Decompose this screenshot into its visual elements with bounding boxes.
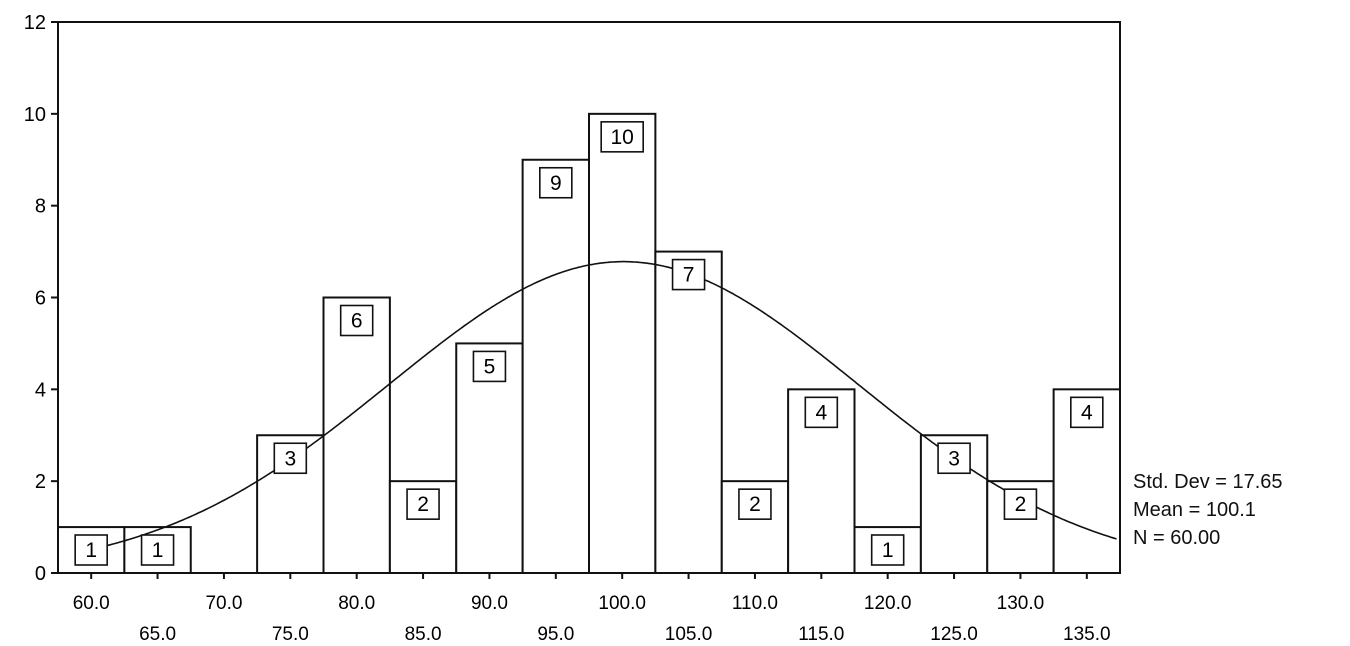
y-tick-label: 4	[35, 379, 46, 401]
bar-label-box	[74, 534, 108, 566]
histogram-bar	[322, 296, 391, 574]
bar-value-label: 7	[683, 264, 695, 287]
bar-value-label: 5	[484, 355, 496, 378]
bar-value-label: 3	[948, 447, 960, 470]
bar-label-box	[937, 442, 971, 475]
bar-label-box	[1003, 488, 1038, 520]
x-tick-label: 130.0	[997, 593, 1045, 614]
bar-value-label: 3	[284, 447, 296, 470]
x-tick-label: 120.0	[864, 593, 912, 614]
x-tick-label: 85.0	[405, 624, 442, 645]
bar-value-label: 6	[351, 310, 363, 333]
stats-box: Std. Dev = 17.65 Mean = 100.1 N = 60.00	[1133, 468, 1283, 552]
mean-text: Mean = 100.1	[1133, 499, 1256, 521]
bar-value-label: 1	[882, 539, 894, 562]
y-tick-label: 8	[35, 196, 46, 218]
n-text: N = 60.00	[1133, 527, 1221, 549]
x-tick-label: 105.0	[665, 624, 713, 645]
bar-value-label: 9	[550, 172, 562, 195]
x-tick-label: 100.0	[598, 593, 646, 614]
x-tick-label: 70.0	[205, 593, 242, 614]
x-tick-label: 80.0	[338, 593, 375, 614]
y-tick-label: 2	[35, 471, 46, 493]
x-tick-label: 90.0	[471, 593, 508, 614]
bar-label-box	[1070, 396, 1104, 429]
histogram-bar	[521, 158, 590, 574]
x-tick-label: 95.0	[537, 624, 574, 645]
bar-value-label: 1	[152, 539, 164, 562]
bar-label-box	[804, 396, 839, 429]
x-tick-label: 125.0	[930, 624, 978, 645]
histogram-bar	[654, 250, 723, 574]
bar-value-label: 10	[611, 126, 634, 149]
x-tick-label: 75.0	[272, 624, 309, 645]
x-tick-label: 135.0	[1063, 624, 1111, 645]
x-tick-label: 110.0	[732, 593, 778, 614]
std-dev-text: Std. Dev = 17.65	[1133, 471, 1283, 493]
bar-label-box	[472, 350, 507, 383]
bar-label-box	[140, 534, 175, 566]
y-tick-label: 10	[24, 104, 46, 126]
bar-label-box	[406, 488, 440, 520]
y-tick-label: 6	[35, 288, 46, 310]
x-tick-label: 115.0	[798, 624, 844, 645]
bar-label-box	[273, 442, 308, 475]
bar-label-box	[600, 121, 644, 153]
bar-value-label: 2	[1015, 493, 1027, 516]
y-tick-label: 0	[35, 563, 46, 585]
bar-label-box	[539, 166, 573, 199]
bar-value-label: 4	[815, 401, 827, 424]
y-tick-label: 12	[24, 12, 46, 34]
bar-label-box	[339, 304, 374, 337]
bar-value-label: 1	[85, 539, 97, 562]
bar-label-box	[738, 488, 772, 520]
x-tick-label: 60.0	[73, 593, 110, 614]
bar-label-box	[870, 534, 905, 566]
histogram-bar	[588, 112, 657, 574]
bar-label-box	[671, 258, 706, 291]
x-tick-label: 65.0	[139, 624, 176, 645]
bar-value-label: 2	[417, 493, 429, 516]
bar-value-label: 4	[1081, 401, 1093, 424]
bar-value-label: 2	[749, 493, 761, 516]
